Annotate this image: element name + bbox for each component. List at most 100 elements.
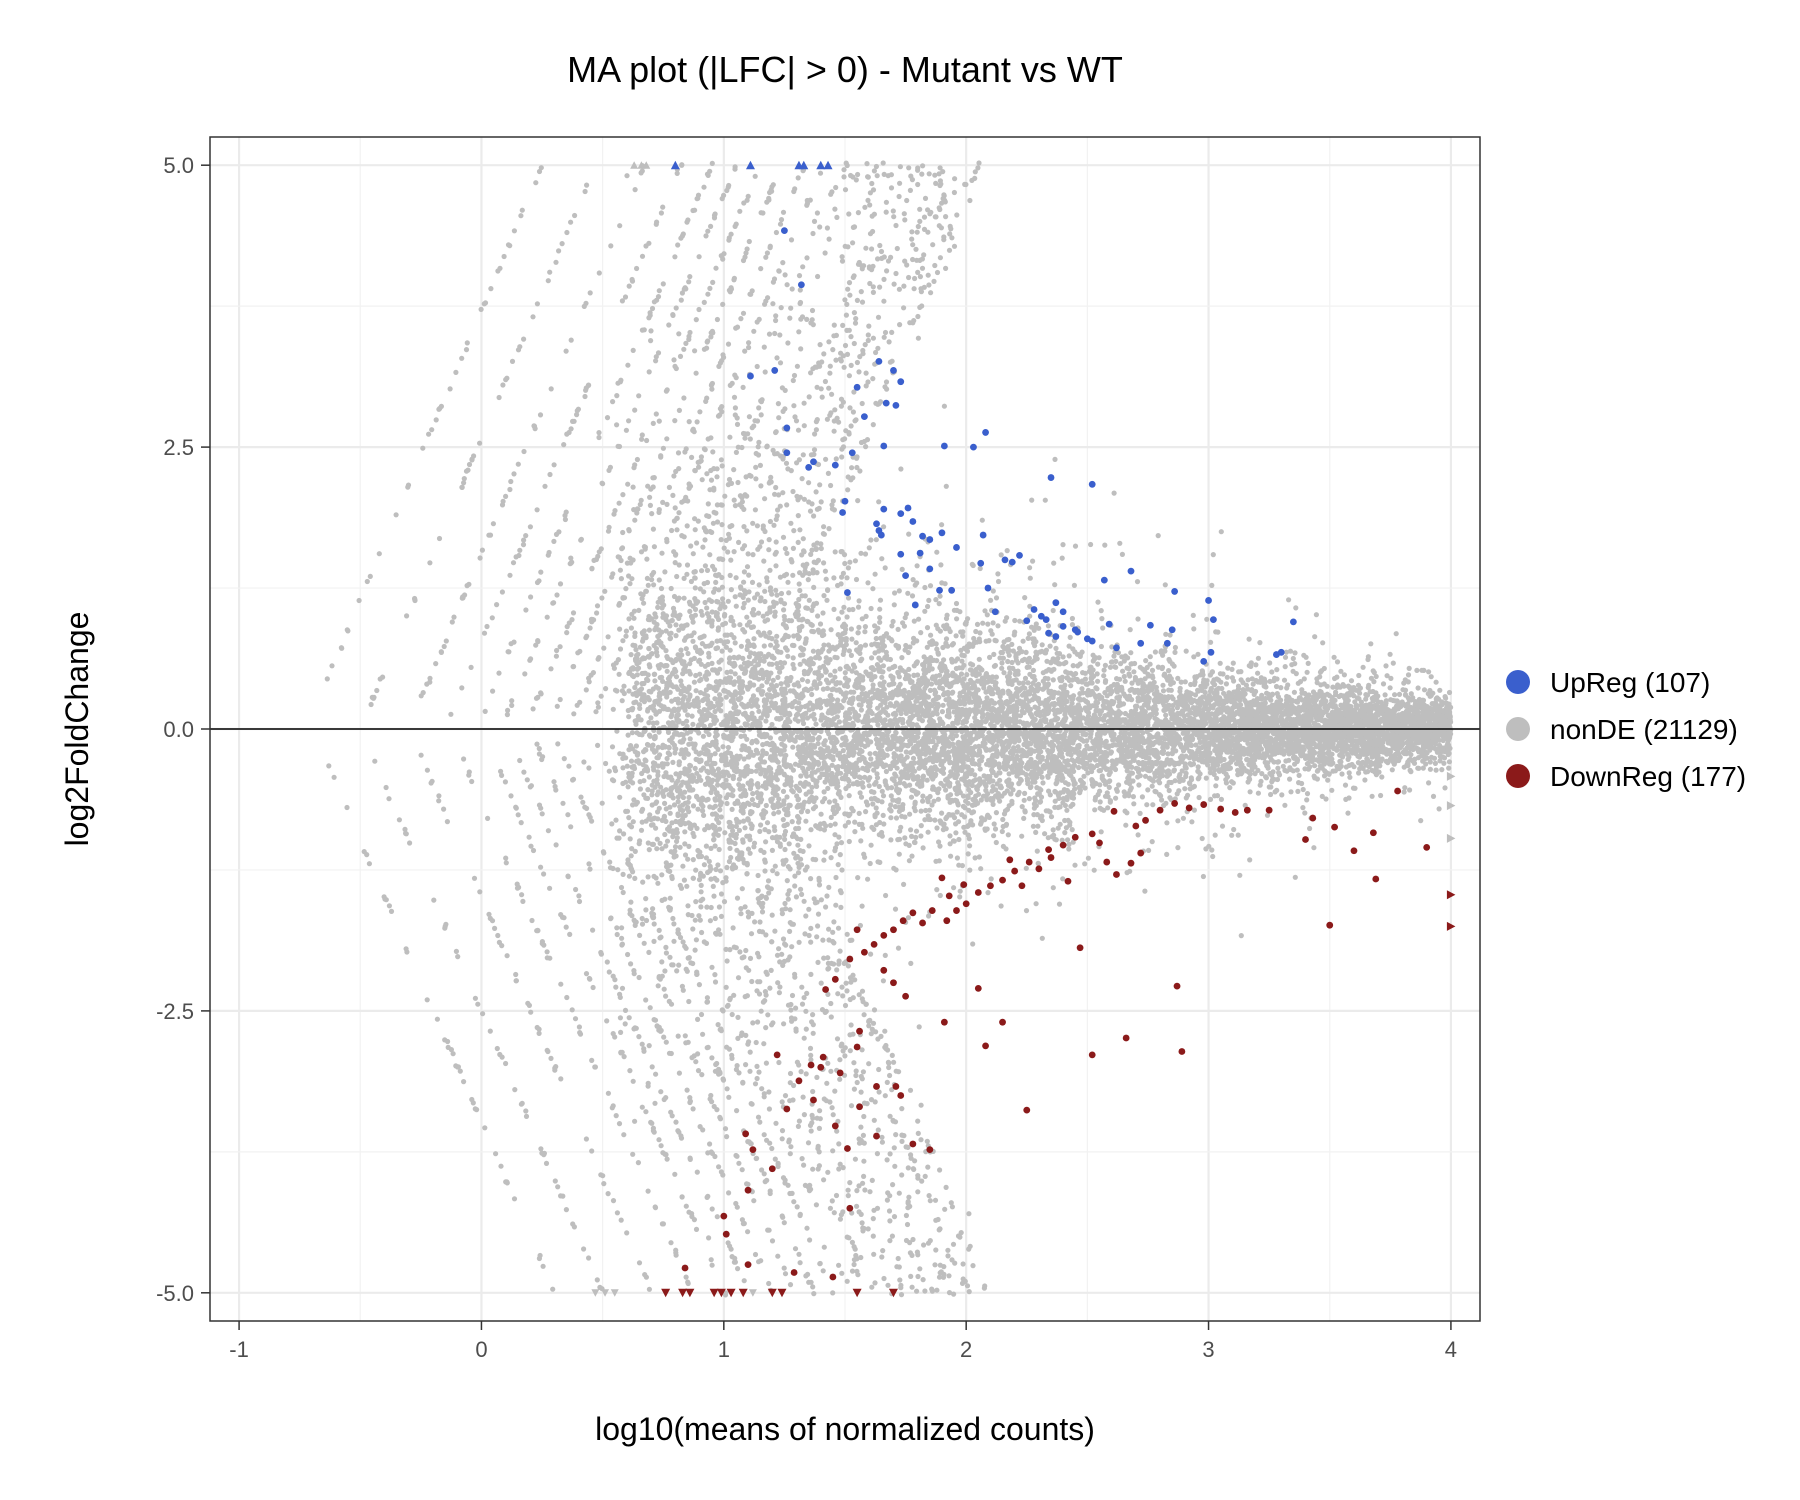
nonde-point	[738, 643, 745, 649]
nonde-point	[504, 375, 510, 381]
nonde-point	[930, 242, 936, 248]
nonde-point	[791, 372, 798, 379]
nonde-point	[838, 358, 844, 364]
nonde-point	[704, 999, 710, 1005]
nonde-point	[868, 951, 874, 957]
nonde-point	[832, 206, 838, 212]
nonde-point	[441, 806, 447, 812]
nonde-point	[494, 1045, 500, 1052]
nonde-point	[630, 1151, 636, 1157]
nonde-point	[874, 1205, 881, 1211]
nonde-point	[867, 280, 873, 287]
nonde-point	[905, 1165, 911, 1171]
nonde-point	[709, 380, 716, 387]
nonde-point	[636, 607, 642, 614]
nonde-point	[818, 499, 824, 505]
nonde-point	[649, 802, 655, 808]
nonde-point	[660, 281, 666, 287]
nonde-point	[878, 248, 885, 255]
nonde-point	[774, 633, 780, 639]
nonde-point	[720, 1077, 727, 1083]
nonde-point	[617, 794, 623, 800]
nonde-point	[810, 1030, 816, 1036]
nonde-point	[803, 1026, 809, 1032]
nonde-point	[925, 1164, 931, 1170]
nonde-point	[843, 980, 849, 986]
nonde-point	[844, 301, 850, 307]
nonde-point	[593, 709, 599, 715]
nonde-point	[687, 274, 693, 280]
nonde-point	[714, 466, 720, 472]
nonde-point	[553, 653, 560, 659]
nonde-point	[534, 579, 541, 586]
nonde-point	[822, 378, 829, 385]
nonde-point	[586, 382, 592, 388]
nonde-point	[687, 608, 693, 615]
nonde-point	[598, 949, 604, 956]
nonde-point	[709, 660, 715, 667]
nonde-point	[932, 214, 938, 220]
nonde-point	[899, 1172, 905, 1178]
nonde-point	[683, 635, 689, 641]
nonde-point	[583, 687, 589, 693]
nonde-point	[687, 736, 693, 742]
nonde-point	[393, 512, 399, 518]
nonde-point	[741, 579, 747, 585]
nonde-point	[751, 844, 757, 850]
nonde-point	[670, 915, 676, 922]
nonde-point	[815, 273, 821, 280]
nonde-point	[718, 1026, 724, 1032]
nonde-point	[775, 507, 781, 513]
nonde-point	[919, 171, 925, 177]
nonde-point	[698, 1011, 705, 1018]
nonde-point	[770, 804, 776, 810]
nonde-point	[865, 1226, 871, 1232]
nonde-point	[777, 984, 783, 990]
nonde-point	[822, 250, 828, 256]
nonde-point	[756, 991, 763, 997]
nonde-point	[764, 575, 770, 581]
nonde-point	[601, 1181, 607, 1187]
nonde-point	[420, 445, 426, 451]
nonde-point	[737, 208, 743, 214]
nonde-point	[763, 1025, 769, 1031]
nonde-point	[733, 603, 739, 609]
nonde-point	[772, 835, 779, 841]
nonde-point	[675, 597, 681, 603]
nonde-point	[749, 579, 756, 586]
nonde-point	[515, 347, 522, 353]
nonde-point	[853, 417, 859, 423]
nonde-point	[510, 560, 517, 566]
nonde-point	[851, 310, 858, 316]
nonde-point	[736, 1160, 742, 1166]
nonde-point	[443, 921, 449, 927]
nonde-point	[534, 507, 540, 513]
nonde-point	[1414, 667, 1420, 674]
nonde-point	[797, 527, 803, 533]
nonde-point	[692, 467, 698, 474]
nonde-point	[516, 884, 522, 891]
nonde-point	[420, 690, 426, 696]
nonde-point	[1203, 846, 1209, 852]
nonde-point	[615, 554, 621, 560]
nonde-point	[719, 522, 725, 528]
nonde-point	[809, 1019, 815, 1025]
nonde-point	[740, 1221, 747, 1227]
nonde-point	[875, 1127, 881, 1133]
nonde-point	[754, 363, 760, 370]
nonde-point	[870, 187, 877, 193]
nonde-point	[821, 1177, 827, 1183]
nonde-point	[700, 808, 706, 814]
nonde-point	[734, 1108, 740, 1114]
nonde-point	[885, 1047, 891, 1053]
nonde-point	[701, 939, 707, 945]
nonde-point	[571, 418, 577, 424]
nonde-point	[586, 765, 592, 771]
nonde-point	[909, 1284, 915, 1290]
nonde-point	[542, 483, 548, 489]
nonde-point	[668, 1001, 675, 1007]
nonde-point	[1137, 810, 1143, 817]
nonde-point	[434, 1016, 440, 1022]
nonde-point	[692, 585, 698, 591]
nonde-point	[839, 454, 845, 460]
